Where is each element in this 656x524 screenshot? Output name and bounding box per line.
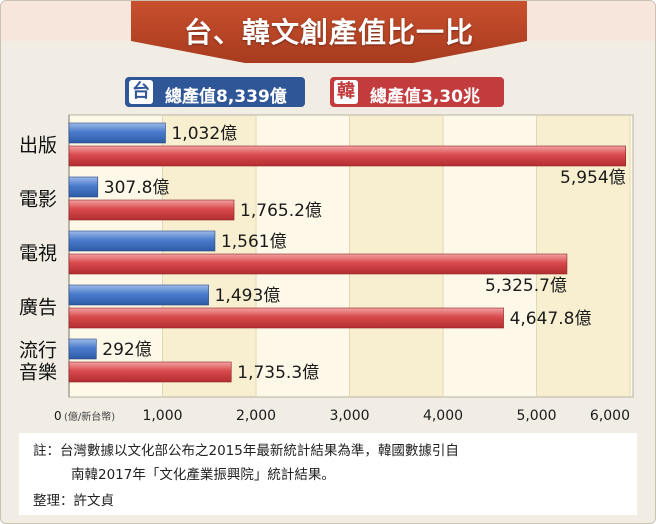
footnote-line-1: 註：台灣數據以文化部公布之2015年最新統計結果為準，韓國數據引自: [33, 443, 459, 459]
category-label: 電影: [19, 189, 57, 211]
category-label: 音樂: [19, 362, 57, 384]
x-tick-label: 2,000: [236, 408, 276, 424]
bar-korea: [68, 307, 504, 329]
category-label: 流行: [19, 340, 57, 362]
x-tick-label: 1,000: [142, 408, 182, 424]
x-tick-label: 5,000: [516, 408, 556, 424]
x-tick-label: 6,000: [590, 408, 630, 424]
bar-taiwan: [68, 176, 99, 198]
bar-korea: [68, 145, 626, 167]
bar-korea: [68, 199, 235, 221]
category-label: 出版: [19, 135, 57, 157]
data-label: 292億: [102, 340, 151, 360]
title-banner: [1, 1, 655, 63]
bar-taiwan: [68, 230, 216, 252]
data-label: 1,032億: [171, 124, 237, 144]
category-label: 廣告: [19, 297, 57, 319]
legend-taiwan-total: 總產值8,339億: [165, 87, 287, 107]
legend-taiwan: 台 總產值8,339億: [125, 77, 305, 107]
chart-title: 台、韓文創產值比一比: [183, 16, 474, 49]
data-label: 1,765.2億: [240, 201, 322, 221]
x-tick-label: 3,000: [329, 408, 369, 424]
legend-korea-total: 總產值3,30兆: [370, 87, 480, 107]
x-tick-label: 4,000: [423, 408, 463, 424]
legend-korea-badge: 韓: [334, 80, 358, 104]
data-label: 307.8億: [104, 178, 170, 198]
data-label: 5,954億: [560, 168, 626, 188]
footnote-line-2: 南韓2017年「文化產業振興院」統計結果。: [71, 467, 335, 483]
data-label: 5,325.7億: [485, 276, 567, 296]
data-label: 1,561億: [221, 232, 287, 252]
legend-korea: 韓 總產值3,30兆: [330, 77, 504, 107]
bar-taiwan: [68, 284, 209, 306]
bar-korea: [68, 253, 568, 275]
bar-taiwan: [68, 338, 97, 360]
x-unit-label: (億/新台幣): [64, 410, 115, 423]
editor-credit: 整理：許文貞: [33, 493, 114, 509]
bar-chart: 1,032億 5,954億 307.8億 1,765.2億 1,561億 5,325.7億…: [19, 114, 634, 424]
legend-taiwan-badge: 台: [129, 80, 153, 104]
data-label: 4,647.8億: [510, 309, 592, 329]
data-label: 1,735.3億: [237, 363, 319, 383]
bar-taiwan: [68, 122, 166, 144]
x-tick-label: 0: [54, 409, 62, 423]
footnote-box: 註：台灣數據以文化部公布之2015年最新統計結果為準，韓國數據引自 南韓2017…: [19, 433, 637, 515]
bar-korea: [68, 361, 232, 383]
data-label: 1,493億: [215, 286, 281, 306]
category-label: 電視: [19, 243, 57, 265]
